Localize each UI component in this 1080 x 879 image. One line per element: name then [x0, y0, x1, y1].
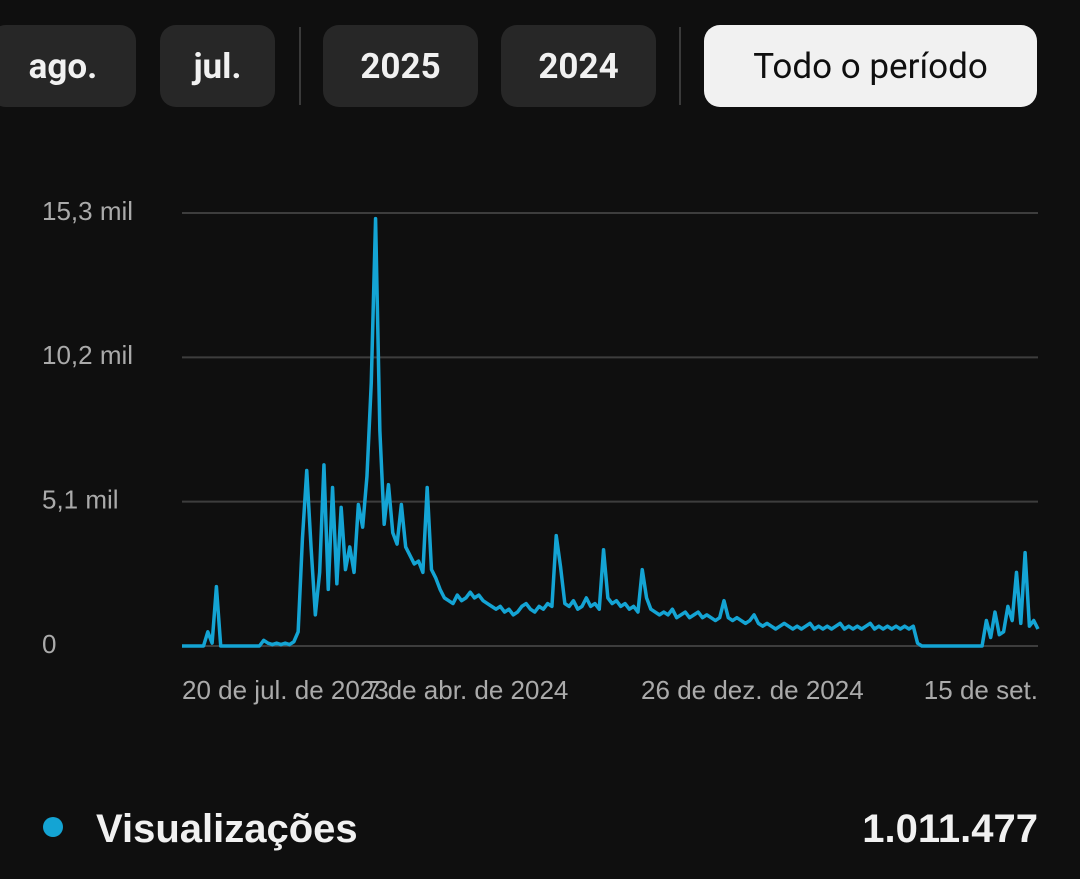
tab[interactable]: 2025	[323, 25, 478, 107]
y-tick-label: 5,1 mil	[42, 485, 119, 515]
y-tick-label: 10,2 mil	[42, 340, 133, 370]
line	[182, 216, 1040, 648]
x-tick-label: 20 de jul. de 2023	[182, 675, 389, 705]
total-value: 1.011.477	[862, 807, 1038, 851]
separator	[679, 27, 681, 105]
tab[interactable]: ago.	[0, 25, 136, 107]
x-tick-label: 26 de dez. de 2024	[641, 675, 864, 705]
tab[interactable]: Todo o período	[704, 25, 1037, 107]
legend-label: Visualizações	[96, 807, 358, 851]
separator	[299, 27, 301, 105]
y-tick-label: 15,3 mil	[42, 196, 133, 226]
tab[interactable]: jul.	[160, 25, 275, 107]
x-tick-label: 7 de abr. de 2024	[366, 675, 568, 705]
x-tick-label: 15 de set.	[924, 675, 1038, 705]
y-tick-label: 0	[42, 629, 56, 659]
legend-dot	[43, 817, 63, 837]
tab[interactable]: 2024	[501, 25, 656, 107]
